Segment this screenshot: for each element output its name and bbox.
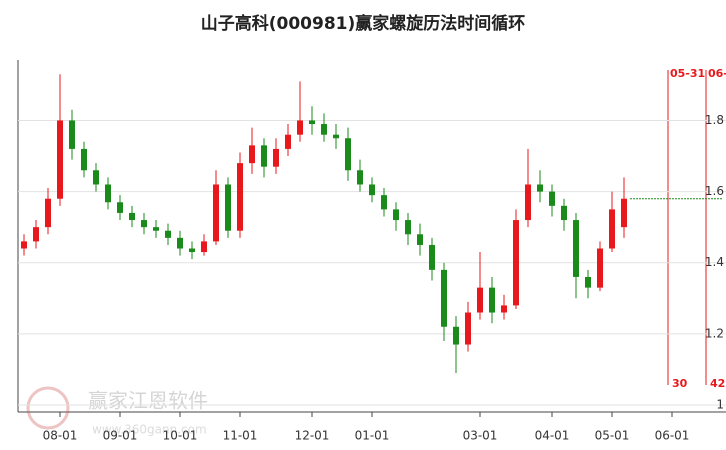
candle-body: [417, 234, 423, 245]
candle-body: [177, 237, 183, 249]
candle-body: [453, 326, 459, 345]
candle-body: [21, 241, 27, 249]
x-tick-label: 05-01: [595, 429, 630, 443]
candle-body: [141, 220, 147, 228]
x-tick-label: 09-01: [103, 429, 138, 443]
candle-body: [549, 191, 555, 206]
candle-body: [321, 124, 327, 135]
x-tick-label: 08-01: [43, 429, 78, 443]
candle-body: [153, 227, 159, 231]
candle-body: [513, 220, 519, 306]
candle-body: [105, 184, 111, 203]
candle-body: [597, 248, 603, 288]
candle-body: [333, 134, 339, 139]
candle-body: [441, 269, 447, 327]
candle-body: [621, 198, 627, 228]
candle-body: [237, 163, 243, 231]
candle-body: [585, 276, 591, 288]
candle-body: [429, 244, 435, 270]
candle-body: [561, 205, 567, 221]
x-tick-label: 12-01: [295, 429, 330, 443]
candle-body: [285, 134, 291, 149]
cycle-count: 30: [672, 377, 688, 390]
cycle-count: 42: [710, 377, 725, 390]
watermark-logo: [26, 386, 70, 430]
candle-body: [189, 248, 195, 253]
cycle-date: 05-31: [670, 67, 705, 80]
candle-body: [45, 198, 51, 228]
y-tick-label: 1.2: [705, 326, 724, 340]
candle-body: [477, 287, 483, 313]
candle-body: [249, 145, 255, 164]
candle-body: [165, 230, 171, 238]
candle-body: [525, 184, 531, 221]
x-tick-label: 01-01: [355, 429, 390, 443]
chart-title: 山子高科(000981)赢家螺旋历法时间循环: [201, 13, 526, 34]
watermark-url: www.360gann.com: [92, 423, 207, 437]
candle-body: [609, 209, 615, 249]
candle-body: [81, 148, 87, 171]
cycle-date: 06-: [708, 67, 726, 80]
candle-body: [489, 287, 495, 313]
candle-body: [381, 195, 387, 210]
candle-body: [465, 312, 471, 345]
candle-body: [297, 120, 303, 135]
candle-body: [273, 148, 279, 167]
candle-body: [201, 241, 207, 253]
candle-body: [405, 220, 411, 235]
watermark: 赢家江恩软件 www.360gann.com: [26, 386, 208, 437]
candle-body: [69, 120, 75, 149]
x-tick-label: 04-01: [535, 429, 570, 443]
candle-body: [537, 184, 543, 192]
candle-body: [93, 170, 99, 185]
candle-body: [33, 227, 39, 242]
candle-body: [129, 212, 135, 221]
watermark-name: 赢家江恩软件: [88, 389, 208, 413]
x-tick-label: 03-01: [463, 429, 498, 443]
x-tick-label: 11-01: [223, 429, 258, 443]
candle-body: [309, 120, 315, 125]
y-tick-label: 1.8: [705, 113, 724, 127]
y-tick-label: 1: [716, 398, 724, 412]
x-tick-label: 10-01: [163, 429, 198, 443]
candle-body: [261, 145, 267, 167]
y-tick-label: 1.4: [705, 255, 724, 269]
candle-body: [345, 138, 351, 171]
candle-body: [225, 184, 231, 231]
candle-body: [57, 120, 63, 199]
candle-body: [213, 184, 219, 242]
candle-body: [117, 202, 123, 213]
y-tick-label: 1.6: [705, 184, 724, 198]
candle-body: [357, 170, 363, 185]
candle-body: [501, 305, 507, 313]
candle-body: [393, 209, 399, 221]
x-tick-label: 06-01: [655, 429, 690, 443]
candle-body: [369, 184, 375, 196]
candle-body: [573, 220, 579, 277]
